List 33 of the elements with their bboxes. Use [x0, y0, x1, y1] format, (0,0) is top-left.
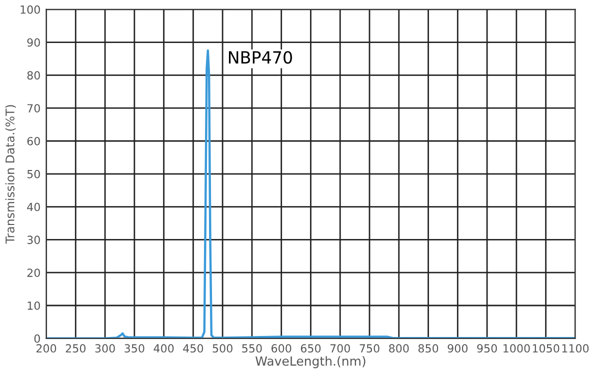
- y-tick-label: 20: [27, 268, 40, 277]
- x-tick-label: 1050: [532, 344, 560, 353]
- y-tick-label: 80: [27, 71, 40, 80]
- y-tick-label: 0: [34, 334, 40, 343]
- x-tick-label: 250: [66, 344, 86, 353]
- y-tick-label: 50: [27, 170, 40, 178]
- x-tick-label: 300: [95, 344, 115, 353]
- x-tick-label: 800: [389, 344, 409, 353]
- x-tick-label: 650: [300, 344, 321, 353]
- y-axis-title: Transmission Data.(%T): [5, 105, 16, 244]
- x-tick-label: 200: [36, 344, 56, 353]
- y-tick-label: 40: [27, 202, 40, 212]
- x-tick-label: 350: [124, 344, 144, 353]
- x-tick-label: 750: [360, 344, 380, 353]
- x-tick-label: 850: [418, 344, 438, 353]
- x-tick-label: 1000: [504, 344, 530, 353]
- y-tick-label: 70: [27, 104, 40, 112]
- x-tick-label: 950: [477, 344, 497, 353]
- annotation: NBP470: [228, 51, 292, 64]
- y-tick-label: 90: [27, 38, 40, 47]
- x-tick-label: 900: [448, 344, 468, 353]
- y-tick-label: 30: [27, 236, 40, 244]
- x-tick-label: 500: [212, 344, 232, 353]
- y-tick-label: 10: [28, 301, 40, 310]
- x-tick-label: 450: [183, 344, 204, 353]
- y-tick-label: 100: [20, 5, 40, 14]
- x-tick-label: 700: [330, 344, 350, 353]
- x-tick-label: 600: [272, 344, 292, 353]
- y-tick-label: 60: [27, 136, 40, 146]
- x-axis-title: WaveLength.(nm): [256, 356, 366, 368]
- x-tick-label: 550: [242, 344, 262, 353]
- x-tick-label: 1100: [562, 344, 589, 353]
- x-tick-label: 400: [154, 344, 174, 353]
